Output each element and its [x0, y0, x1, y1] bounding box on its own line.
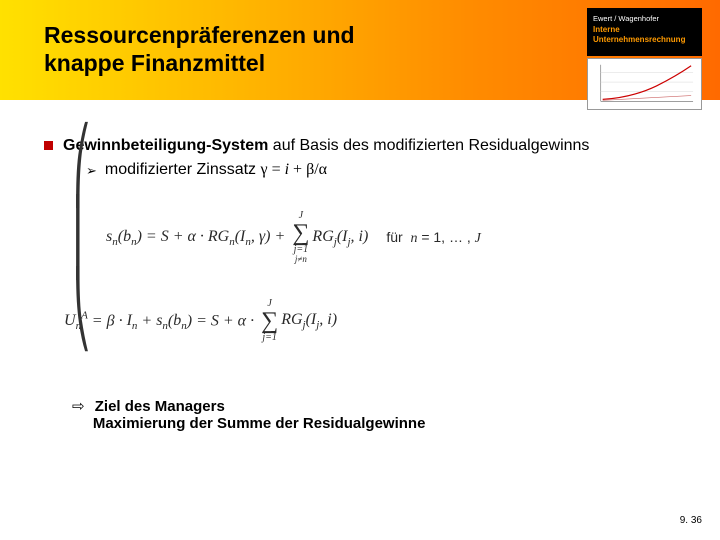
square-bullet-icon	[44, 141, 53, 150]
title-line-2: knappe Finanzmittel	[44, 50, 355, 78]
sub-bullet-row: ➢ modifizierter Zinssatz γ = i + β/α	[86, 161, 676, 179]
formula-2: UnA = β · In + sn(bn) = S + α · J ∑ j=1 …	[64, 287, 676, 355]
header-band: Ressourcenpräferenzen und knappe Finanzm…	[0, 0, 720, 100]
sum-icon-2: J ∑ j=1	[261, 299, 278, 343]
book-logo: Ewert / Wagenhofer Interne Unternehmensr…	[587, 8, 702, 56]
mini-chart-icon	[587, 58, 702, 110]
f2-lhs: UnA = β · In + sn(bn) = S + α ·	[64, 310, 258, 333]
bullet-bold: Gewinnbeteiligung-System	[63, 137, 268, 154]
f2-rhs: RGj(Ij, i)	[281, 311, 337, 331]
title-line-1: Ressourcenpräferenzen und	[44, 22, 355, 50]
formula-area: ⎛⎜⎝ sn(bn) = S + α · RGn(In, γ) + J ∑ j=…	[64, 199, 676, 355]
logo-authors: Ewert / Wagenhofer	[593, 14, 696, 24]
conclusion-line-2: Maximierung der Summe der Residualgewinn…	[93, 415, 426, 432]
main-bullet-text: Gewinnbeteiligung-System auf Basis des m…	[63, 136, 589, 157]
content-area: Gewinnbeteiligung-System auf Basis des m…	[0, 100, 720, 432]
logo-title-1: Interne	[593, 25, 696, 35]
sub-formula: γ = i + β/α	[261, 161, 328, 178]
open-arrow-icon: ⇨	[72, 398, 85, 415]
f1-lhs: sn(bn) = S + α · RGn(In, γ) +	[106, 228, 289, 248]
formula-1: ⎛⎜⎝ sn(bn) = S + α · RGn(In, γ) + J ∑ j=…	[64, 199, 676, 277]
sub-prefix: modifizierter Zinssatz	[105, 161, 261, 178]
main-bullet-row: Gewinnbeteiligung-System auf Basis des m…	[44, 136, 676, 157]
page-number: 9. 36	[680, 515, 702, 526]
conclusion-line-1: Ziel des Managers	[95, 398, 225, 415]
conclusion: ⇨ Ziel des Managers Maximierung der Summ…	[72, 397, 676, 432]
bullet-rest: auf Basis des modifizierten Residualgewi…	[268, 137, 589, 154]
formula-2-body: UnA = β · In + sn(bn) = S + α · J ∑ j=1 …	[64, 299, 337, 343]
f1-condition: für n = 1, … , J	[386, 229, 481, 247]
sub-bullet-text: modifizierter Zinssatz γ = i + β/α	[105, 161, 327, 179]
sum-icon-1: J ∑ j=1 j≠n	[292, 211, 309, 264]
left-brace-icon: ⎛⎜⎝	[73, 130, 91, 346]
f1-rhs: RGj(Ij, i)	[312, 228, 368, 248]
formula-1-body: sn(bn) = S + α · RGn(In, γ) + J ∑ j=1 j≠…	[106, 211, 481, 264]
logo-title-2: Unternehmensrechnung	[593, 35, 696, 45]
slide-title: Ressourcenpräferenzen und knappe Finanzm…	[44, 22, 355, 77]
